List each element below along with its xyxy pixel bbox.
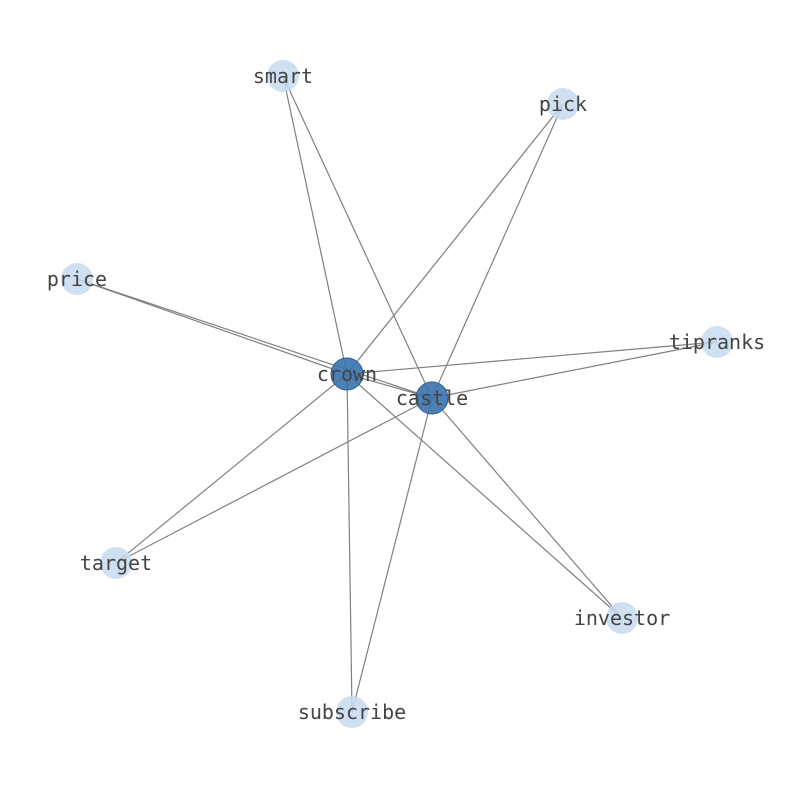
edge-castle-smart <box>282 75 433 399</box>
node-tipranks <box>701 326 733 358</box>
node-smart <box>267 60 299 92</box>
node-pick <box>547 88 579 120</box>
edges-layer <box>76 75 718 713</box>
node-label-tipranks: tipranks <box>669 330 765 354</box>
edge-crown-subscribe <box>346 373 353 713</box>
node-label-pick: pick <box>539 92 587 116</box>
node-label-crown: crown <box>317 362 377 386</box>
nodes-layer <box>61 60 733 728</box>
node-label-investor: investor <box>574 606 670 630</box>
node-label-castle: castle <box>396 386 468 410</box>
labels-layer: crown castle smart pick price tipranks target i… <box>47 64 765 724</box>
edge-crown-investor <box>346 373 623 619</box>
edge-castle-pick <box>431 103 564 399</box>
edge-crown-price <box>76 278 348 375</box>
edge-castle-tipranks <box>431 341 718 399</box>
edge-castle-subscribe <box>351 397 433 713</box>
node-price <box>61 263 93 295</box>
node-subscribe <box>336 696 368 728</box>
edge-castle-price <box>76 278 433 399</box>
node-label-smart: smart <box>253 64 313 88</box>
node-investor <box>606 602 638 634</box>
edge-castle-target <box>115 397 433 564</box>
node-target <box>100 547 132 579</box>
node-label-target: target <box>80 551 152 575</box>
edge-crown-target <box>115 373 348 564</box>
edge-castle-investor <box>431 397 623 619</box>
edge-crown-pick <box>346 103 564 375</box>
edge-crown-smart <box>282 75 348 375</box>
node-label-price: price <box>47 267 107 291</box>
node-label-subscribe: subscribe <box>298 700 406 724</box>
edge-crown-tipranks <box>346 341 718 375</box>
node-crown <box>330 357 364 391</box>
node-castle <box>415 381 449 415</box>
